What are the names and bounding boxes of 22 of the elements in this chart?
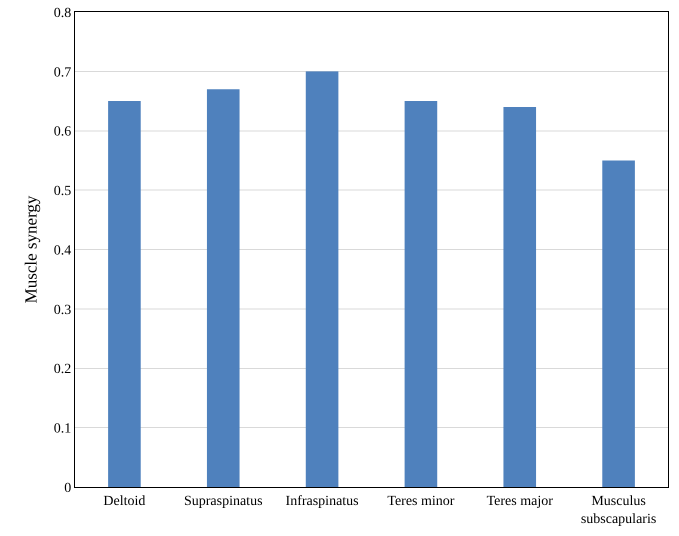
x-tick-label: Teres minor — [387, 494, 455, 509]
x-tick-label: Teres major — [486, 494, 554, 509]
bar — [404, 101, 438, 487]
bar — [602, 160, 635, 487]
y-tick-label: 0 — [64, 480, 72, 496]
y-tick-label: 0.3 — [54, 302, 72, 318]
y-tick-label: 0.4 — [54, 243, 72, 258]
y-tick-label: 0.7 — [54, 65, 72, 80]
y-tick-label: 0.8 — [54, 6, 72, 21]
x-tick-label: Infraspinatus — [286, 494, 359, 509]
x-tick-label: Musculus subscapularis — [580, 494, 656, 527]
bar — [503, 107, 536, 487]
y-tick-label: 0.6 — [54, 124, 72, 140]
x-tick-label: Supraspinatus — [184, 494, 263, 509]
bar — [206, 89, 240, 487]
y-tick-label: 0.5 — [54, 184, 72, 200]
y-tick-label: 0.1 — [54, 422, 72, 437]
y-tick-label: 0.2 — [54, 362, 72, 378]
x-tick-label: Deltoid — [103, 494, 146, 509]
bar — [306, 71, 338, 487]
bar — [108, 101, 141, 487]
y-axis-title: Muscle synergy — [21, 195, 40, 304]
